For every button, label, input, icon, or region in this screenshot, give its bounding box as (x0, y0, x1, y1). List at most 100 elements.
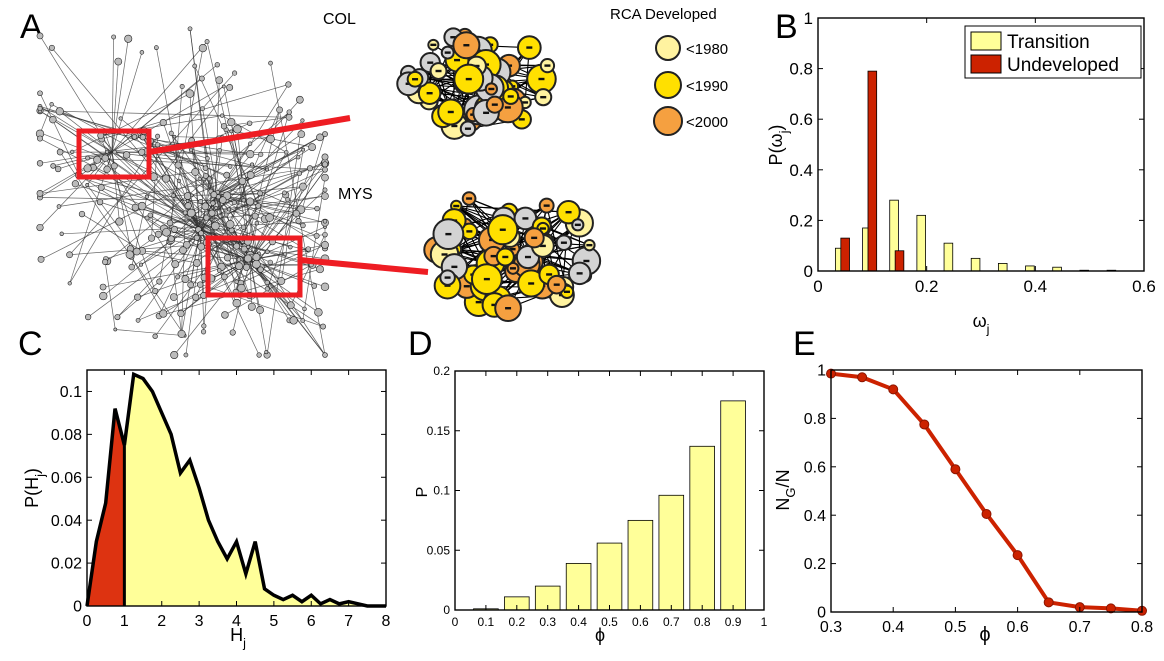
network-node (268, 60, 273, 66)
network-node (101, 154, 109, 162)
mys-connector-line (299, 257, 429, 275)
network-node (300, 318, 306, 323)
network-node (237, 283, 246, 293)
undeveloped-bar (867, 70, 878, 272)
network-node (246, 244, 251, 249)
node-marker (444, 51, 451, 54)
col-highlight-box (76, 128, 152, 180)
network-edge (141, 151, 268, 170)
network-node (185, 199, 190, 203)
legend-label: Undeveloped (1007, 55, 1119, 76)
network-node (206, 176, 212, 182)
network-edge (214, 143, 251, 196)
network-node (111, 34, 117, 40)
network-node (265, 249, 270, 254)
network-node (251, 212, 259, 220)
network-node (110, 162, 118, 170)
network-edge (58, 151, 113, 170)
x-tick-label: 0.2 (915, 277, 939, 296)
network-edge (182, 84, 289, 251)
network-node (246, 120, 253, 126)
network-node (247, 141, 253, 146)
mys-subnetwork (423, 191, 602, 323)
network-node (144, 215, 150, 221)
network-node (300, 222, 306, 229)
network-node (236, 257, 242, 262)
network-edge (214, 156, 299, 196)
network-node (139, 134, 146, 141)
network-node (321, 241, 329, 249)
node-marker (475, 300, 482, 304)
network-edge (69, 72, 235, 255)
network-edge (78, 174, 167, 233)
network-node (311, 283, 318, 289)
col-label: COL (323, 11, 356, 28)
network-node (223, 171, 231, 179)
network-node (118, 116, 123, 121)
network-node (159, 309, 168, 318)
network-node (322, 352, 328, 358)
y-tick-label: 0 (73, 599, 82, 616)
network-edge (302, 177, 326, 321)
network-node (252, 253, 261, 262)
node-marker (450, 36, 457, 39)
network-node (295, 154, 301, 160)
network-node (255, 203, 262, 209)
network-node (289, 316, 298, 325)
network-node (155, 142, 161, 148)
plot-area (831, 370, 1142, 612)
node-marker (488, 87, 495, 91)
node-marker (553, 283, 560, 286)
network-node (284, 150, 289, 155)
network-node (70, 149, 75, 154)
x-tick-label: 0.6 (632, 615, 649, 629)
node-marker (463, 285, 470, 288)
network-node (181, 275, 190, 283)
network-node (171, 260, 180, 268)
network-edge (173, 259, 251, 356)
node-marker (505, 307, 512, 310)
network-edge (199, 167, 311, 231)
network-node (296, 170, 303, 176)
component-point (981, 508, 992, 519)
network-node (174, 161, 182, 169)
x-tick-label: 0.2 (508, 615, 525, 629)
network-edge (158, 192, 218, 317)
network-edge (173, 194, 216, 196)
network-edge (249, 199, 288, 261)
y-axis-label-text: P(ωj) (766, 125, 791, 166)
node-marker (544, 64, 551, 67)
network-node (216, 268, 222, 273)
network-node (302, 306, 307, 312)
network-node (187, 208, 196, 218)
network-node (233, 242, 241, 250)
network-edge (249, 259, 290, 321)
phi-bar (565, 562, 592, 611)
node-marker (454, 58, 461, 62)
network-node (78, 210, 86, 218)
network-node (171, 225, 178, 233)
network-node (252, 259, 261, 269)
product-space-network (35, 26, 330, 360)
network-node (152, 333, 158, 339)
network-node (182, 210, 188, 216)
network-node (191, 168, 200, 176)
network-node (179, 246, 187, 255)
node-marker (453, 204, 460, 208)
network-node (184, 202, 192, 210)
network-node (232, 298, 241, 308)
network-edge (249, 156, 326, 261)
node-marker (435, 69, 442, 73)
network-node (223, 212, 229, 218)
network-node (166, 219, 174, 227)
x-tick-label: 2 (157, 613, 166, 630)
area-fill-right (124, 374, 386, 606)
network-node (85, 183, 90, 187)
network-node (189, 193, 194, 198)
panel-letter-b: B (775, 8, 798, 46)
network-node (170, 293, 178, 301)
node-marker (522, 217, 529, 220)
network-node (322, 219, 328, 224)
network-edge (249, 259, 294, 321)
network-node (103, 165, 111, 173)
